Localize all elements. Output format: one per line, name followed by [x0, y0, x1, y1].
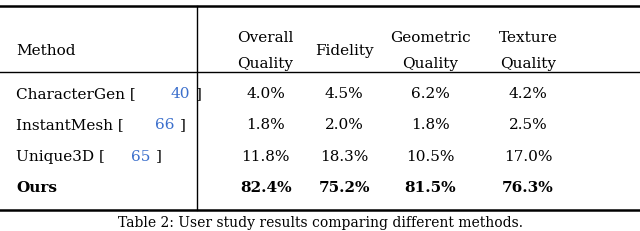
Text: 1.8%: 1.8% [246, 118, 285, 132]
Text: 2.5%: 2.5% [509, 118, 547, 132]
Text: 17.0%: 17.0% [504, 149, 552, 163]
Text: Quality: Quality [402, 57, 458, 70]
Text: Quality: Quality [500, 57, 556, 70]
Text: Fidelity: Fidelity [315, 44, 374, 58]
Text: Quality: Quality [237, 57, 294, 70]
Text: 4.2%: 4.2% [509, 87, 547, 100]
Text: ]: ] [196, 87, 202, 100]
Text: 66: 66 [155, 118, 175, 132]
Text: InstantMesh [: InstantMesh [ [16, 118, 124, 132]
Text: 4.0%: 4.0% [246, 87, 285, 100]
Text: CharacterGen [: CharacterGen [ [16, 87, 136, 100]
Text: 2.0%: 2.0% [325, 118, 364, 132]
Text: Unique3D [: Unique3D [ [16, 149, 105, 163]
Text: 10.5%: 10.5% [406, 149, 454, 163]
Text: 11.8%: 11.8% [241, 149, 290, 163]
Text: 1.8%: 1.8% [411, 118, 449, 132]
Text: ]: ] [180, 118, 186, 132]
Text: 18.3%: 18.3% [320, 149, 369, 163]
Text: 65: 65 [131, 149, 150, 163]
Text: Overall: Overall [237, 31, 294, 45]
Text: 76.3%: 76.3% [502, 180, 554, 194]
Text: 82.4%: 82.4% [240, 180, 291, 194]
Text: Geometric: Geometric [390, 31, 470, 45]
Text: 75.2%: 75.2% [319, 180, 370, 194]
Text: Table 2: User study results comparing different methods.: Table 2: User study results comparing di… [118, 215, 522, 229]
Text: 6.2%: 6.2% [411, 87, 449, 100]
Text: Texture: Texture [499, 31, 557, 45]
Text: 4.5%: 4.5% [325, 87, 364, 100]
Text: Method: Method [16, 44, 76, 58]
Text: 40: 40 [170, 87, 190, 100]
Text: Ours: Ours [16, 180, 57, 194]
Text: ]: ] [156, 149, 161, 163]
Text: 81.5%: 81.5% [404, 180, 456, 194]
